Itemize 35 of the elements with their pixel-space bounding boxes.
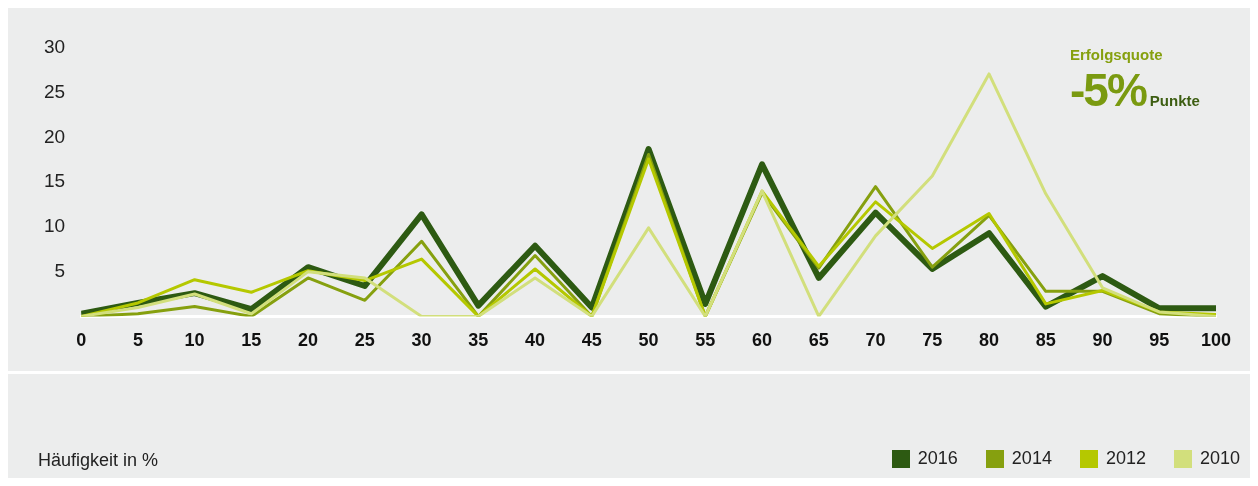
x-tick-label: 20	[298, 330, 319, 351]
x-tick-label: 70	[865, 330, 886, 351]
x-tick-label: 65	[808, 330, 829, 351]
annotation: Punkte	[1149, 92, 1200, 109]
text: Häufigkeit in %	[38, 450, 159, 471]
y-tick-label: 5	[54, 259, 66, 281]
x-tick-label: 90	[1092, 330, 1113, 351]
legend-label: 2012	[1105, 448, 1146, 469]
y-tick-label: 20	[43, 125, 66, 147]
x-tick-label: 45	[581, 330, 602, 351]
annotation: Erfolgsquote	[1070, 46, 1164, 63]
legend-label: 2010	[1199, 448, 1240, 469]
x-tick-label: 55	[695, 330, 716, 351]
x-tick-label: 80	[979, 330, 1000, 351]
x-tick-label: 60	[752, 330, 773, 351]
x-tick-label: 5	[132, 330, 143, 351]
y-tick-label: 30	[43, 36, 66, 58]
y-tick-label: 10	[43, 215, 66, 237]
x-tick-label: 50	[638, 330, 659, 351]
x-tick-label: 85	[1035, 330, 1056, 351]
x-tick-label: 30	[411, 330, 432, 351]
x-tick-label: 100	[1200, 330, 1232, 351]
x-tick-label: 25	[354, 330, 375, 351]
x-tick-label: 40	[525, 330, 546, 351]
x-tick-label: 95	[1149, 330, 1170, 351]
x-tick-label: 15	[241, 330, 262, 351]
x-tick-label: 75	[922, 330, 943, 351]
legend-label: 2016	[917, 448, 958, 469]
y-tick-label: 15	[43, 170, 66, 192]
annotation: -5%	[1070, 64, 1146, 116]
y-tick-label: 25	[43, 80, 66, 102]
x-tick-label: 0	[76, 330, 87, 351]
x-tick-label: 35	[468, 330, 489, 351]
x-tick-label: 10	[184, 330, 205, 351]
legend-label: 2014	[1011, 448, 1052, 469]
